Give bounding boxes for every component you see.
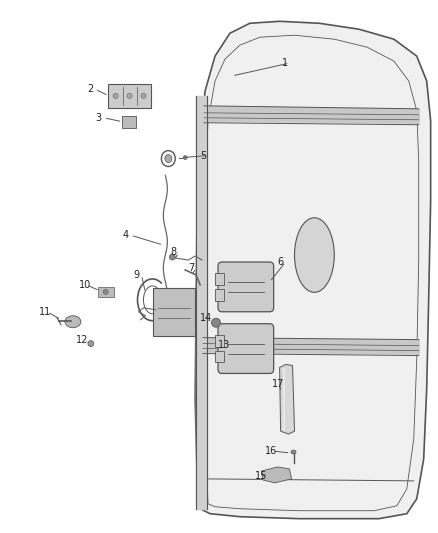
Text: 13: 13 — [218, 340, 230, 350]
Text: 1: 1 — [282, 58, 288, 68]
Polygon shape — [262, 467, 292, 483]
Text: 12: 12 — [76, 335, 88, 345]
Ellipse shape — [294, 218, 334, 293]
Text: 15: 15 — [255, 471, 267, 481]
Ellipse shape — [127, 93, 132, 99]
FancyBboxPatch shape — [153, 288, 195, 336]
Ellipse shape — [183, 156, 187, 159]
Ellipse shape — [291, 450, 296, 454]
FancyBboxPatch shape — [218, 262, 274, 312]
Text: 16: 16 — [265, 446, 277, 456]
Text: 4: 4 — [123, 230, 129, 240]
Ellipse shape — [65, 316, 81, 328]
Text: 2: 2 — [87, 84, 93, 94]
Text: 3: 3 — [96, 113, 102, 123]
Text: 9: 9 — [134, 270, 140, 280]
Polygon shape — [279, 365, 294, 434]
Text: 6: 6 — [278, 257, 284, 267]
FancyBboxPatch shape — [215, 351, 224, 362]
FancyBboxPatch shape — [122, 116, 135, 128]
FancyBboxPatch shape — [215, 335, 224, 346]
Ellipse shape — [88, 341, 94, 346]
Ellipse shape — [212, 318, 220, 327]
FancyBboxPatch shape — [215, 273, 224, 285]
Text: 5: 5 — [200, 151, 206, 160]
Ellipse shape — [103, 289, 108, 294]
Polygon shape — [195, 21, 431, 519]
Ellipse shape — [165, 155, 172, 163]
FancyBboxPatch shape — [98, 287, 114, 297]
Text: 11: 11 — [39, 307, 51, 317]
Ellipse shape — [141, 93, 146, 99]
Text: 10: 10 — [79, 280, 91, 290]
FancyBboxPatch shape — [108, 84, 152, 108]
FancyBboxPatch shape — [215, 289, 224, 301]
Text: 14: 14 — [200, 313, 212, 323]
Ellipse shape — [113, 93, 118, 99]
Text: 17: 17 — [272, 379, 284, 390]
FancyBboxPatch shape — [218, 324, 274, 374]
Ellipse shape — [170, 254, 175, 260]
Text: 8: 8 — [170, 247, 177, 257]
Text: 7: 7 — [188, 263, 194, 273]
